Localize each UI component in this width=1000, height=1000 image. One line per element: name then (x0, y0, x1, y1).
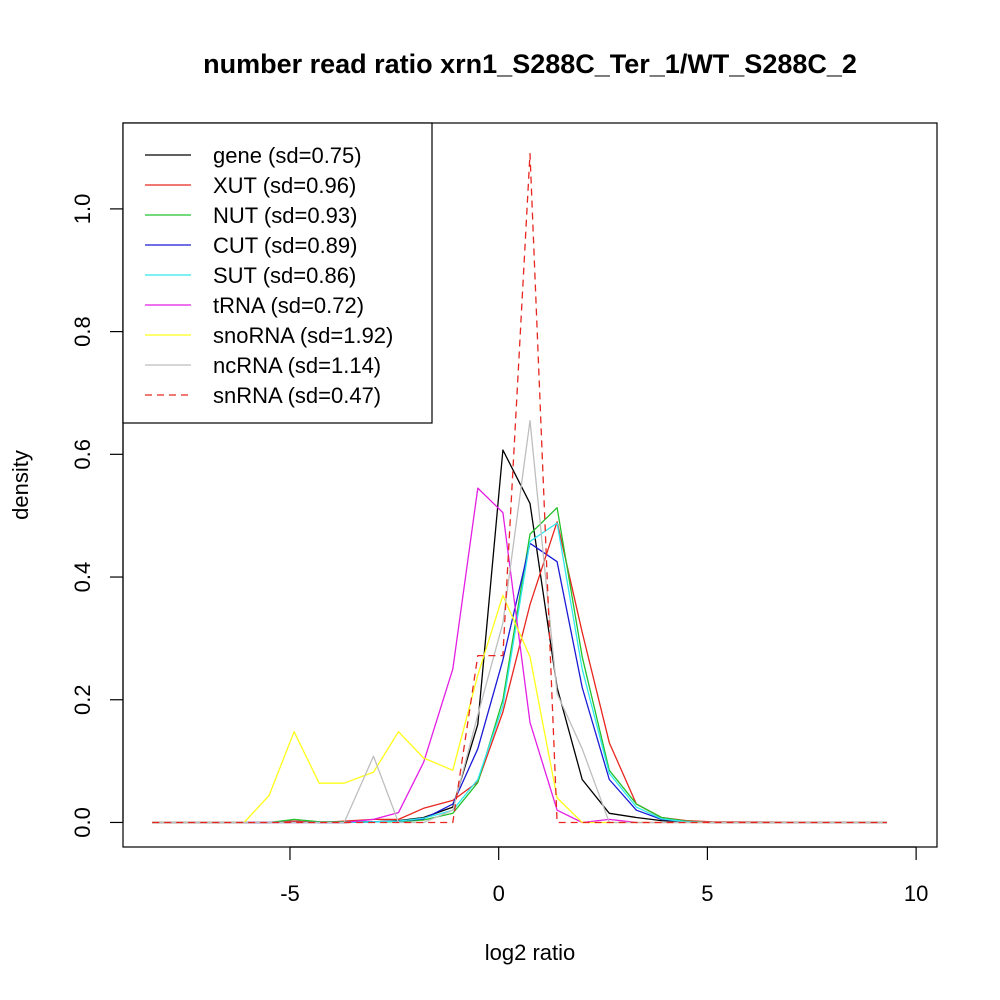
legend-label: snRNA (sd=0.47) (213, 383, 381, 408)
x-axis: -5 0 5 10 (280, 846, 928, 906)
series-line-sut (152, 522, 887, 824)
series-line-trna (152, 487, 887, 824)
legend: gene (sd=0.75) XUT (sd=0.96) NUT (sd=0.93)… (122, 122, 433, 424)
y-axis: 0.0 0.2 0.4 0.6 0.8 1.0 (70, 194, 124, 838)
series-line-xut (152, 521, 887, 824)
series-line-gene (152, 449, 887, 824)
legend-label: ncRNA (sd=1.14) (213, 353, 381, 378)
series-line-nut (152, 507, 887, 824)
legend-label: NUT (sd=0.93) (213, 203, 357, 228)
x-tick-label: -5 (280, 881, 300, 906)
y-tick-label: 0.0 (70, 807, 95, 838)
legend-box (122, 122, 433, 424)
x-tick-label: 0 (493, 881, 505, 906)
legend-label: gene (sd=0.75) (213, 143, 362, 168)
chart-title: number read ratio xrn1_S288C_Ter_1/WT_S2… (203, 49, 857, 79)
legend-label: XUT (sd=0.96) (213, 173, 356, 198)
legend-label: snoRNA (sd=1.92) (213, 323, 393, 348)
series-line-ncrna (152, 419, 887, 824)
legend-label: SUT (sd=0.86) (213, 263, 356, 288)
x-tick-label: 10 (904, 881, 928, 906)
y-axis-label: density (8, 450, 33, 520)
y-tick-label: 0.4 (70, 562, 95, 593)
x-axis-label: log2 ratio (485, 940, 576, 965)
series-line-cut (152, 542, 887, 824)
legend-label: tRNA (sd=0.72) (213, 293, 364, 318)
y-tick-label: 0.2 (70, 684, 95, 715)
y-tick-label: 0.8 (70, 316, 95, 347)
x-tick-label: 5 (701, 881, 713, 906)
y-tick-label: 0.6 (70, 439, 95, 470)
series-line-snrna (152, 153, 887, 824)
y-tick-label: 1.0 (70, 194, 95, 225)
legend-label: CUT (sd=0.89) (213, 233, 357, 258)
series-layer (152, 153, 887, 824)
series-line-snorna (152, 594, 887, 824)
